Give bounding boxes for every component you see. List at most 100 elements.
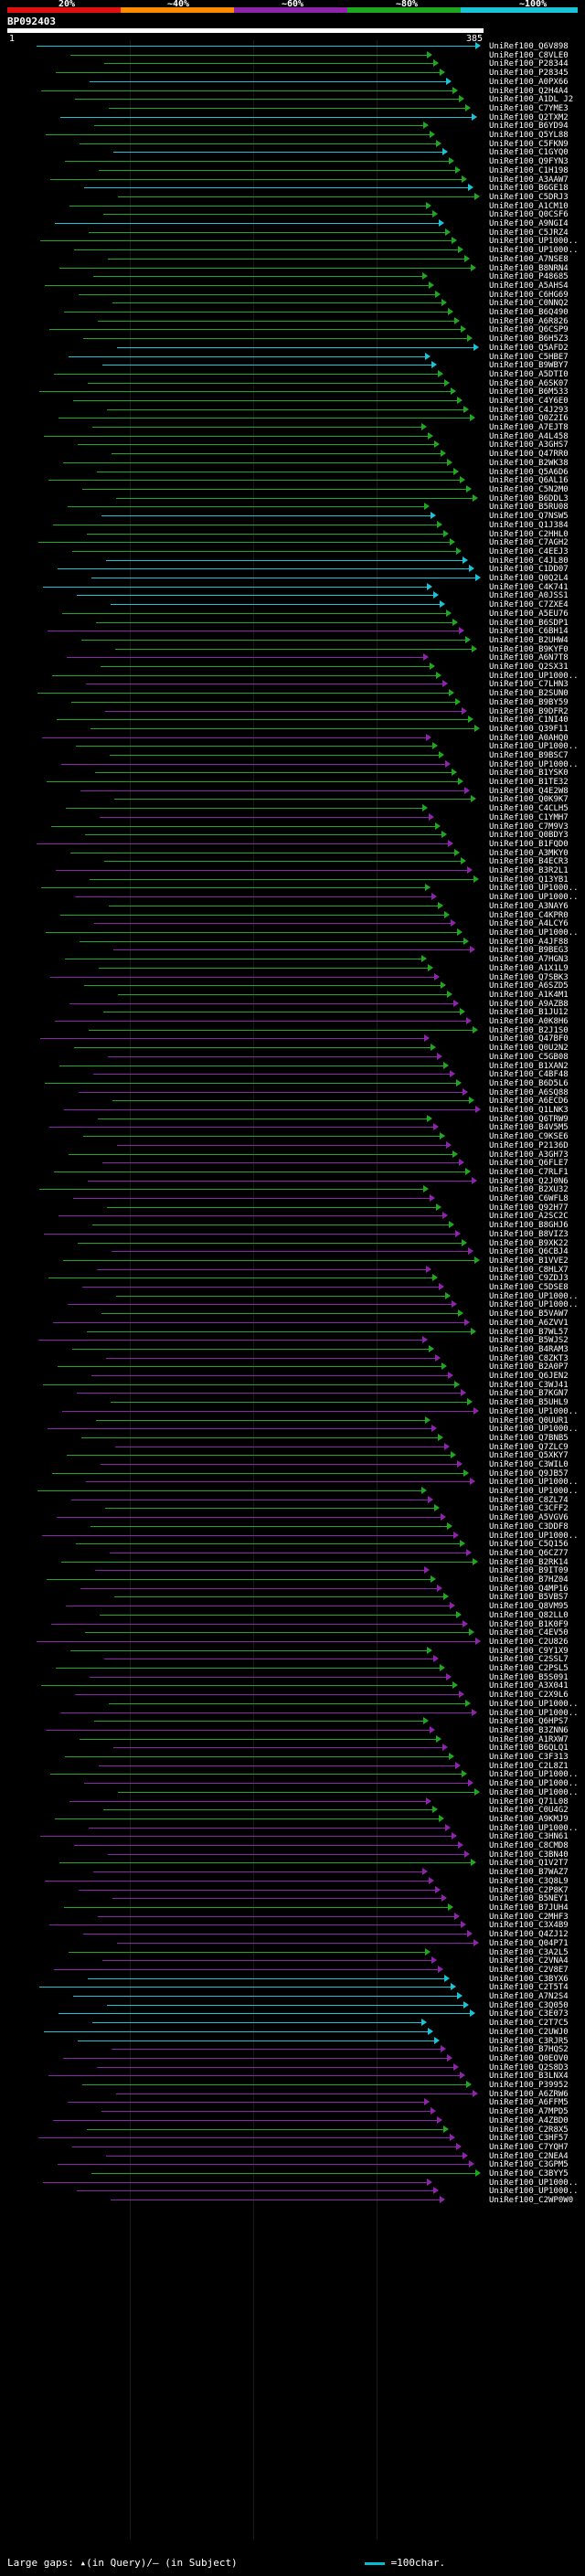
hit-label[interactable]: UniRef100_C2V8E7 (489, 1966, 569, 1975)
hit-label[interactable]: UniRef100_A4L458 (489, 432, 569, 441)
hit-label[interactable]: UniRef100_A0JSS1 (489, 591, 569, 600)
hit-label[interactable]: UniRef100_A4ZBD0 (489, 2116, 569, 2125)
hit-label[interactable]: UniRef100_Q47BF0 (489, 1034, 569, 1044)
hit-label[interactable]: UniRef100_A3GH73 (489, 1150, 569, 1160)
hit-label[interactable]: UniRef100_B8GHJ6 (489, 1221, 569, 1230)
hit-label[interactable]: UniRef100_B6SDP1 (489, 619, 569, 628)
hit-label[interactable]: UniRef100_A6R826 (489, 317, 569, 326)
hit-label[interactable]: UniRef100_Q0UUR1 (489, 1416, 569, 1426)
hit-label[interactable]: UniRef100_A6FFM5 (489, 2098, 569, 2107)
hit-label[interactable]: UniRef100_C6BH14 (489, 627, 569, 636)
hit-label[interactable]: UniRef100_A9AZB8 (489, 1000, 569, 1009)
hit-label[interactable]: UniRef100_C2PSL5 (489, 1664, 569, 1673)
hit-label[interactable]: UniRef100_B7JUH4 (489, 1903, 569, 1913)
hit-label[interactable]: UniRef100_B2RK14 (489, 1558, 569, 1567)
hit-label[interactable]: UniRef100_A2SC2C (489, 1212, 569, 1221)
hit-label[interactable]: UniRef100_B6D5L6 (489, 1079, 569, 1088)
hit-label[interactable]: UniRef100_C8CMD8 (489, 1841, 569, 1850)
hit-label[interactable]: UniRef100_A5VGV6 (489, 1513, 569, 1522)
hit-label[interactable]: UniRef100_Q0BDY3 (489, 831, 569, 840)
hit-label[interactable]: UniRef100_C4BF48 (489, 1070, 569, 1079)
hit-label[interactable]: UniRef100_A6N7T8 (489, 653, 569, 663)
hit-label[interactable]: UniRef100_Q7BNB5 (489, 1434, 569, 1443)
hit-label[interactable]: UniRef100_C4KPR0 (489, 911, 569, 920)
hit-label[interactable]: UniRef100_B2J1S0 (489, 1026, 569, 1035)
hit-label[interactable]: UniRef100_Q1J384 (489, 521, 569, 530)
hit-label[interactable]: UniRef100_C3BYX6 (489, 1975, 569, 1984)
hit-label[interactable]: UniRef100_C3BN40 (489, 1850, 569, 1860)
hit-label[interactable]: UniRef100_C7ZXE4 (489, 600, 569, 610)
hit-label[interactable]: UniRef100_C2R8X5 (489, 2125, 569, 2135)
hit-label[interactable]: UniRef100_UP1000.. (489, 2187, 579, 2196)
hit-label[interactable]: UniRef100_C3HF57 (489, 2134, 569, 2143)
hit-label[interactable]: UniRef100_Q7SBK3 (489, 973, 569, 982)
hit-label[interactable]: UniRef100_B7HZ04 (489, 1575, 569, 1585)
hit-label[interactable]: UniRef100_B9KYF0 (489, 645, 569, 654)
hit-label[interactable]: UniRef100_C0U4G2 (489, 1806, 569, 1815)
hit-label[interactable]: UniRef100_B1VVE2 (489, 1256, 569, 1266)
hit-label[interactable]: UniRef100_B5RU08 (489, 503, 569, 512)
hit-label[interactable]: UniRef100_A6SK07 (489, 379, 569, 388)
hit-label[interactable]: UniRef100_C3WIL0 (489, 1460, 569, 1469)
hit-label[interactable]: UniRef100_B1YSK0 (489, 769, 569, 778)
hit-label[interactable]: UniRef100_B2A0P7 (489, 1362, 569, 1372)
hit-label[interactable]: UniRef100_UP1000.. (489, 760, 579, 769)
hit-label[interactable]: UniRef100_B4V5M5 (489, 1123, 569, 1132)
hit-label[interactable]: UniRef100_Q1LNK3 (489, 1106, 569, 1115)
hit-label[interactable]: UniRef100_C3RJR5 (489, 2037, 569, 2046)
hit-label[interactable]: UniRef100_C3DDF8 (489, 1522, 569, 1532)
hit-label[interactable]: UniRef100_C3F313 (489, 1753, 569, 1762)
hit-label[interactable]: UniRef100_UP1000.. (489, 672, 579, 681)
hit-label[interactable]: UniRef100_UP1000.. (489, 1487, 579, 1496)
hit-label[interactable]: UniRef100_Q7NSW5 (489, 512, 569, 521)
hit-label[interactable]: UniRef100_C4JL80 (489, 557, 569, 566)
hit-label[interactable]: UniRef100_B5NEY1 (489, 1894, 569, 1903)
hit-label[interactable]: UniRef100_B6Q490 (489, 308, 569, 317)
hit-label[interactable]: UniRef100_P48685 (489, 272, 569, 281)
hit-label[interactable]: UniRef100_B1FQD0 (489, 840, 569, 849)
hit-label[interactable]: UniRef100_C6HG69 (489, 291, 569, 300)
hit-label[interactable]: UniRef100_C7RLF1 (489, 1168, 569, 1177)
hit-label[interactable]: UniRef100_B9BY59 (489, 698, 569, 707)
hit-label[interactable]: UniRef100_C1YMH7 (489, 813, 569, 822)
hit-label[interactable]: UniRef100_A0AHQ0 (489, 734, 569, 743)
hit-label[interactable]: UniRef100_A6SZD5 (489, 981, 569, 991)
hit-label[interactable]: UniRef100_Q92H77 (489, 1203, 569, 1213)
hit-label[interactable]: UniRef100_Q0K9K7 (489, 795, 569, 804)
hit-label[interactable]: UniRef100_UP1000.. (489, 1425, 579, 1434)
hit-label[interactable]: UniRef100_A3GHS7 (489, 440, 569, 450)
hit-label[interactable]: UniRef100_A1X1L9 (489, 964, 569, 973)
hit-label[interactable]: UniRef100_Q13YB1 (489, 875, 569, 885)
hit-label[interactable]: UniRef100_P39952 (489, 2081, 569, 2090)
hit-label[interactable]: UniRef100_B1XAN2 (489, 1062, 569, 1071)
hit-label[interactable]: UniRef100_UP1000.. (489, 2178, 579, 2188)
hit-label[interactable]: UniRef100_C2U826 (489, 1638, 569, 1647)
hit-label[interactable]: UniRef100_B6DDL3 (489, 494, 569, 504)
hit-label[interactable]: UniRef100_A3X041 (489, 1681, 569, 1691)
hit-label[interactable]: UniRef100_Q0U2N2 (489, 1044, 569, 1053)
hit-label[interactable]: UniRef100_Q04P71 (489, 1939, 569, 1948)
hit-label[interactable]: UniRef100_C3WJ41 (489, 1381, 569, 1390)
hit-label[interactable]: UniRef100_C5GB08 (489, 1053, 569, 1062)
hit-label[interactable]: UniRef100_C2T7C5 (489, 2019, 569, 2028)
hit-label[interactable]: UniRef100_Q6CBJ4 (489, 1247, 569, 1256)
hit-label[interactable]: UniRef100_B3R2L1 (489, 866, 569, 875)
hit-label[interactable]: UniRef100_C2NEA4 (489, 2152, 569, 2161)
hit-label[interactable]: UniRef100_Q6JEN2 (489, 1372, 569, 1381)
hit-label[interactable]: UniRef100_B1K0F9 (489, 1620, 569, 1629)
hit-label[interactable]: UniRef100_Q82LL0 (489, 1611, 569, 1620)
hit-label[interactable]: UniRef100_Q1V2T7 (489, 1859, 569, 1868)
hit-label[interactable]: UniRef100_C2SSL7 (489, 1655, 569, 1664)
hit-label[interactable]: UniRef100_B6QLQ1 (489, 1744, 569, 1753)
hit-label[interactable]: UniRef100_A7NSE8 (489, 255, 569, 264)
hit-label[interactable]: UniRef100_B3ZNN6 (489, 1726, 569, 1735)
hit-label[interactable]: UniRef100_C8VLE0 (489, 51, 569, 60)
hit-label[interactable]: UniRef100_Q5YL88 (489, 131, 569, 140)
hit-label[interactable]: UniRef100_B5S091 (489, 1673, 569, 1682)
hit-label[interactable]: UniRef100_C2MHF3 (489, 1913, 569, 1922)
hit-label[interactable]: UniRef100_B2WK38 (489, 459, 569, 468)
hit-label[interactable]: UniRef100_C5DSE8 (489, 1283, 569, 1292)
hit-label[interactable]: UniRef100_C4J293 (489, 406, 569, 415)
hit-label[interactable]: UniRef100_C1H198 (489, 166, 569, 175)
hit-label[interactable]: UniRef100_A6ZVV1 (489, 1319, 569, 1328)
